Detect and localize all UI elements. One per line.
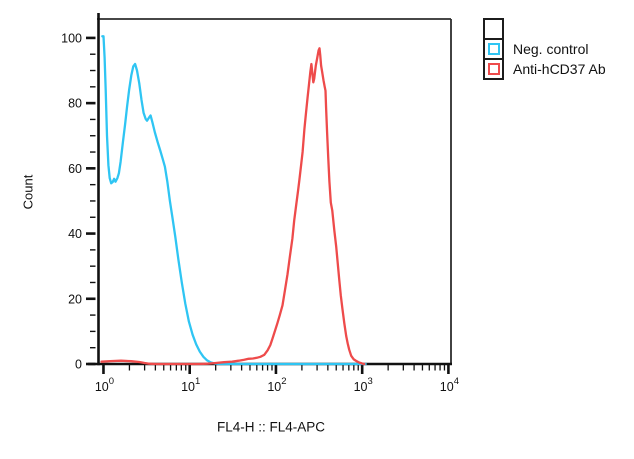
x-axis-title: FL4-H :: FL4-APC xyxy=(216,419,326,435)
legend-label-anti-hcd37: Anti-hCD37 Ab xyxy=(513,61,606,77)
y-axis-title: Count xyxy=(20,174,36,210)
legend-swatch-cell-empty xyxy=(483,18,504,40)
legend-row-anti-hcd37: Anti-hCD37 Ab xyxy=(483,58,606,80)
legend-row-empty xyxy=(483,18,606,40)
svg-text:20: 20 xyxy=(68,292,82,306)
svg-text:80: 80 xyxy=(68,97,82,111)
svg-text:103: 103 xyxy=(354,376,373,394)
neg-control-swatch-icon xyxy=(487,43,500,55)
legend-row-neg-control: Neg. control xyxy=(483,38,606,60)
legend-label-neg-control: Neg. control xyxy=(513,41,589,57)
svg-text:60: 60 xyxy=(68,162,82,176)
svg-text:100: 100 xyxy=(95,376,114,394)
legend: Neg. control Anti-hCD37 Ab xyxy=(483,18,606,80)
svg-text:100: 100 xyxy=(61,31,82,45)
svg-text:102: 102 xyxy=(267,376,286,394)
anti-hcd37-swatch-icon xyxy=(487,63,500,75)
svg-text:104: 104 xyxy=(440,376,459,394)
svg-text:40: 40 xyxy=(68,227,82,241)
legend-swatch-cell-neg-control xyxy=(483,38,504,60)
svg-text:101: 101 xyxy=(181,376,200,394)
svg-text:0: 0 xyxy=(75,358,82,372)
legend-swatch-cell-anti-hcd37 xyxy=(483,58,504,80)
